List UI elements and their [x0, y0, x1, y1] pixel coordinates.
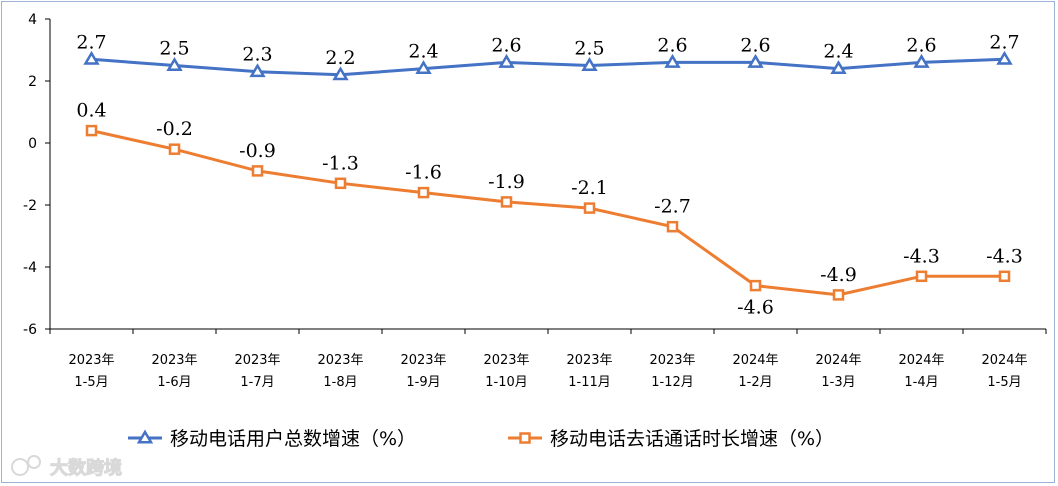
series-line-2 — [91, 129, 1005, 297]
x-tick-label-year: 2024年 — [732, 353, 778, 368]
x-tick-label-year: 2024年 — [898, 353, 944, 368]
x-tick-label-period: 1-3月 — [821, 375, 855, 390]
series-2-marker — [998, 270, 1011, 283]
x-tick-label-year: 2023年 — [483, 353, 529, 368]
y-tick-label: 2 — [28, 74, 37, 90]
series-2-data-label: -4.3 — [986, 245, 1023, 267]
legend-label-2: 移动电话去话通话时长增速（%） — [550, 428, 834, 450]
x-tick-label-period: 1-6月 — [157, 375, 191, 390]
watermark-text: 大数跨境 — [50, 457, 122, 479]
series-1-data-label: 2.6 — [740, 34, 770, 56]
x-tick-label-period: 1-10月 — [485, 375, 528, 390]
x-tick-label-period: 1-12月 — [651, 375, 694, 390]
series-1-marker — [166, 57, 183, 71]
series-1-data-label: 2.4 — [823, 41, 853, 63]
legend-marker-triangle — [136, 429, 154, 444]
series-2-marker — [85, 124, 98, 137]
x-tick-label-year: 2023年 — [566, 353, 612, 368]
series-1-marker — [83, 50, 100, 65]
x-tick-label-period: 1-5月 — [987, 375, 1021, 390]
y-tick-label: 0 — [28, 136, 37, 152]
x-tick-label-period: 1-5月 — [74, 375, 108, 390]
series-1-data-label: 2.5 — [159, 38, 189, 60]
y-tick-label: 4 — [28, 12, 37, 28]
series-1-data-label: 2.6 — [906, 34, 936, 56]
x-tick-label-year: 2023年 — [317, 353, 363, 368]
series-2-data-label: -0.2 — [156, 118, 193, 140]
series-1-data-label: 2.5 — [574, 38, 604, 60]
series-2-marker — [500, 196, 513, 208]
series-2-data-label: -2.7 — [654, 196, 691, 218]
series-2-marker — [251, 165, 264, 177]
x-tick-label-year: 2024年 — [815, 353, 861, 368]
series-1-marker — [415, 60, 432, 75]
series-2-marker — [168, 143, 181, 155]
legend-marker-square — [519, 432, 531, 444]
x-tick-label-year: 2023年 — [234, 353, 280, 368]
series-1-marker — [249, 63, 266, 78]
series-2-data-label: -1.3 — [322, 152, 359, 174]
y-tick-label: -4 — [23, 260, 37, 276]
series-1-data-label: 2.6 — [491, 34, 521, 56]
series-2-data-label: 0.4 — [76, 100, 106, 122]
series-2-marker — [334, 177, 347, 190]
x-tick-label-year: 2023年 — [68, 353, 114, 368]
watermark-logo-icon — [27, 455, 41, 469]
series-line-1 — [91, 57, 1005, 77]
series-1-data-label: 2.7 — [989, 31, 1019, 53]
y-tick-label: -6 — [23, 322, 37, 338]
series-1-data-label: 2.7 — [76, 31, 106, 53]
legend-label-1: 移动电话用户总数增速（%） — [170, 428, 416, 450]
series-2-marker — [915, 270, 928, 283]
series-2-data-label: -2.1 — [571, 177, 608, 199]
y-tick-label: -2 — [23, 198, 37, 214]
series-2-marker — [583, 202, 596, 214]
series-2-marker — [666, 220, 679, 233]
series-2-marker — [749, 279, 762, 292]
series-1-marker — [830, 60, 847, 75]
series-2-data-label: -4.6 — [737, 297, 774, 319]
series-2-data-label: -1.6 — [405, 162, 442, 184]
series-1-marker — [664, 53, 681, 68]
x-tick-label-year: 2023年 — [649, 353, 695, 368]
series-1-data-label: 2.3 — [242, 44, 272, 66]
series-2-data-label: -4.3 — [903, 245, 940, 267]
series-2-marker — [417, 186, 430, 199]
x-tick-label-period: 1-2月 — [738, 375, 772, 390]
series-2-data-label: -4.9 — [820, 264, 857, 286]
x-tick-label-year: 2024年 — [981, 353, 1027, 368]
watermark: 大数跨境 — [11, 455, 123, 480]
series-2-data-label: -1.9 — [488, 171, 525, 193]
series-1-marker — [747, 53, 764, 68]
x-tick-label-period: 1-8月 — [323, 375, 357, 390]
series-1-marker — [332, 66, 349, 81]
series-2-data-label: -0.9 — [239, 140, 276, 162]
x-tick-label-period: 1-7月 — [240, 375, 274, 390]
series-2-marker — [832, 289, 845, 301]
watermark-logo-icon — [11, 458, 29, 476]
series-1-data-label: 2.4 — [408, 41, 438, 63]
x-tick-label-year: 2023年 — [151, 353, 197, 368]
series-1-data-label: 2.6 — [657, 34, 687, 56]
x-tick-label-period: 1-11月 — [568, 375, 611, 390]
x-tick-label-period: 1-9月 — [406, 375, 440, 390]
series-1-data-label: 2.2 — [325, 47, 355, 69]
x-tick-label-period: 1-4月 — [904, 375, 938, 390]
series-1-marker — [996, 50, 1013, 65]
x-tick-label-year: 2023年 — [400, 353, 446, 368]
series-1-marker — [913, 53, 930, 68]
series-1-marker — [498, 53, 515, 68]
series-1-marker — [581, 57, 598, 71]
